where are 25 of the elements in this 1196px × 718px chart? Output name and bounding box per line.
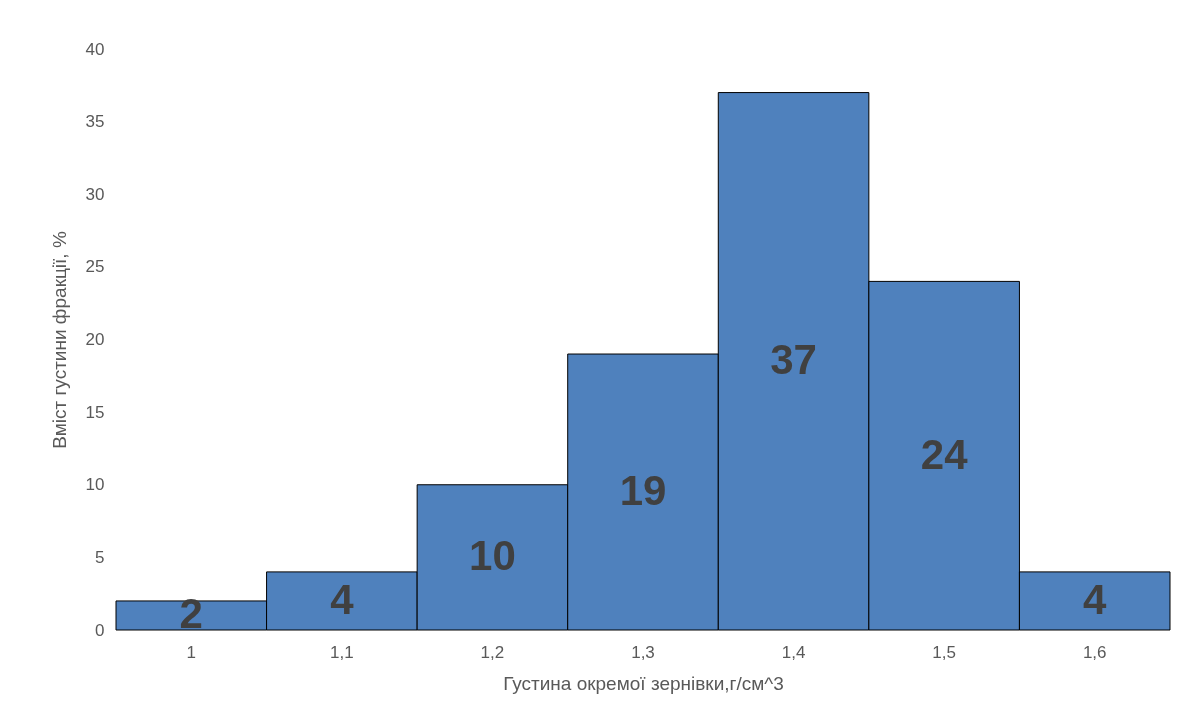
y-axis-title: Вміст густини фракції, % [48, 231, 70, 449]
x-tick-label: 1,2 [480, 642, 505, 662]
x-tick-label: 1,3 [631, 642, 655, 662]
y-tick-label: 30 [85, 184, 105, 204]
y-tick-label: 40 [85, 39, 105, 59]
data-label: 4 [1083, 575, 1108, 623]
x-tick-label: 1,5 [932, 642, 956, 662]
y-tick-label: 35 [85, 112, 105, 132]
x-tick-label: 1 [186, 642, 197, 662]
y-tick-label: 5 [95, 547, 105, 567]
data-label: 4 [330, 575, 355, 623]
data-label: 37 [770, 336, 817, 384]
x-tick-label: 1,1 [330, 642, 354, 662]
y-tick-label: 25 [85, 257, 105, 277]
x-tick-label: 1,6 [1082, 642, 1107, 662]
x-tick-label: 1,4 [781, 642, 806, 662]
data-label: 19 [619, 467, 667, 515]
y-tick-label: 15 [85, 402, 105, 422]
data-label: 10 [469, 532, 516, 580]
data-label: 2 [179, 590, 203, 638]
data-label: 24 [920, 430, 969, 478]
x-axis-title: Густина окремої зернівки,г/см^3 [503, 672, 784, 694]
y-tick-label: 20 [85, 330, 105, 349]
y-tick-label: 0 [95, 620, 105, 640]
y-tick-label: 10 [85, 475, 105, 495]
